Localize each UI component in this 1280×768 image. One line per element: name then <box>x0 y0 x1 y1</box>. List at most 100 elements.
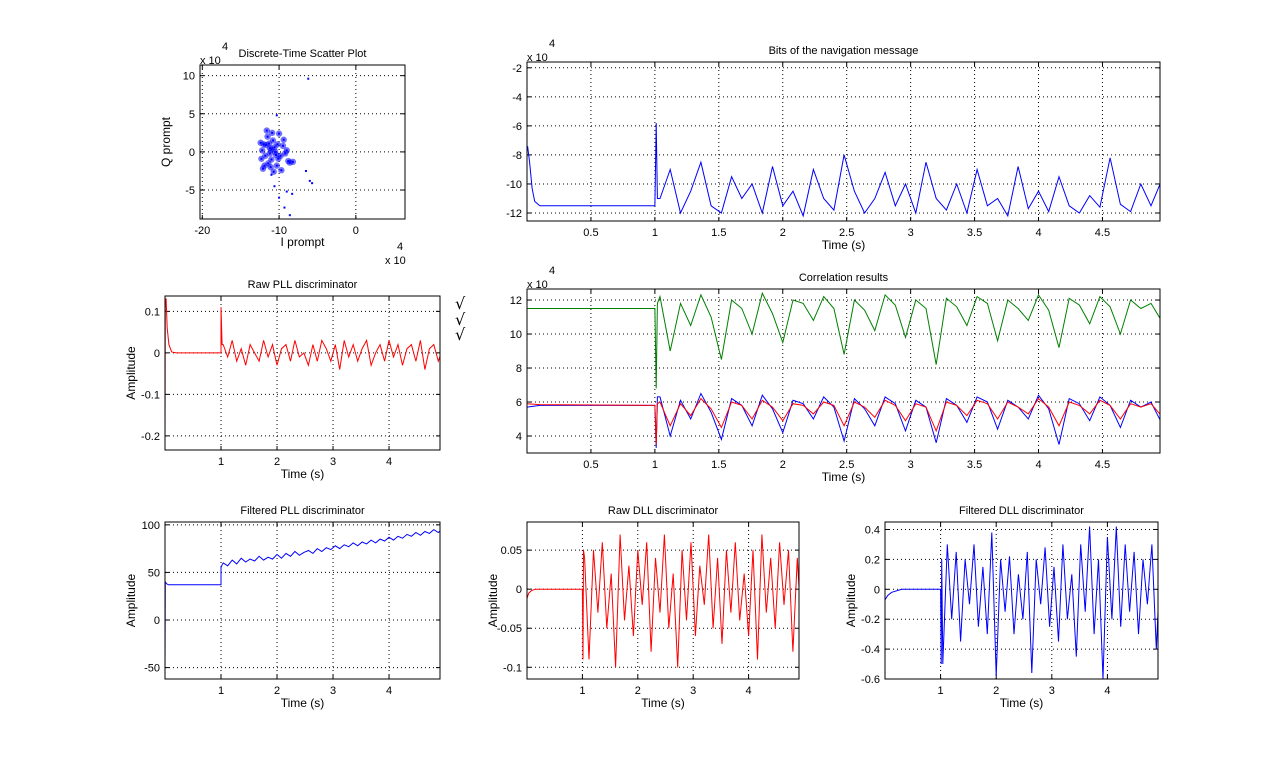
axes-filtered-dll: 1 2 3 4 -0.6 -0.4 -0.2 0 0.2 0.4 Filtered DLL disc… <box>844 505 1159 710</box>
y-tick-label: 0 <box>189 147 195 159</box>
x-axis-label: Time (s) <box>822 470 866 484</box>
y-axis-label: Amplitude <box>124 574 138 628</box>
scatter-point <box>293 220 295 222</box>
y-tick-label: -0.2 <box>141 431 160 443</box>
y-tick-label: -50 <box>144 663 160 675</box>
series-line-late <box>527 397 1160 445</box>
scatter-point <box>267 163 274 171</box>
plot-area <box>527 62 1160 221</box>
x-exponent-base: x 10 <box>385 255 406 267</box>
y-tick-label: 0.4 <box>865 524 880 536</box>
y-exponent-power: 4 <box>549 38 555 50</box>
scatter-point <box>268 129 276 137</box>
x-axis-label: I prompt <box>280 235 325 249</box>
x-tick-label: -10 <box>271 225 287 237</box>
axes-raw-dll: 1 2 3 4 -0.1 -0.05 0 0.05 Raw DLL discriminator T… <box>486 505 800 710</box>
y-axis-label: Q prompt <box>159 116 173 167</box>
y-tick-label: 0.1 <box>145 306 160 318</box>
scatter-point <box>278 196 281 199</box>
x-exponent-power: 4 <box>397 241 403 253</box>
y-tick-label: -8 <box>512 150 522 162</box>
series-line-prompt <box>527 291 1160 389</box>
axes-frame <box>199 64 406 220</box>
axes-bits: 0.5 1 1.5 2 2.5 3 3.5 4 4.5 -12 -10 -8 -6 -4 -2 Bits of… <box>506 38 1161 252</box>
axes-raw-pll: 1 2 3 4 -0.2 -0.1 0 0.1 Raw PLL discriminator Tim… <box>124 279 441 481</box>
y-tick-label: 10 <box>510 329 522 341</box>
x-tick-label: 3 <box>330 456 336 468</box>
x-tick-label: 4 <box>1035 227 1041 239</box>
x-tick-label: 0.5 <box>583 459 598 471</box>
y-tick-label: 0 <box>516 584 522 596</box>
legend-sqrt-icon-2: √ <box>455 310 466 329</box>
axes-frame <box>884 521 1159 680</box>
x-tick-label: 2 <box>780 459 786 471</box>
scatter-point <box>280 136 287 143</box>
y-tick-label: 50 <box>148 567 160 579</box>
x-tick-label: 2 <box>993 685 999 697</box>
scatter-point <box>259 165 267 172</box>
scatter-point <box>268 146 275 153</box>
plot-area <box>527 522 799 679</box>
y-tick-label: 10 <box>183 71 195 83</box>
legend-sqrt-icon-3: √ <box>455 325 466 344</box>
x-tick-label: 1 <box>218 685 224 697</box>
scatter-point <box>270 168 277 175</box>
y-tick-label: 8 <box>516 363 522 375</box>
x-axis-label: Time (s) <box>1000 696 1044 710</box>
x-tick-label: 4 <box>386 685 392 697</box>
series-line-filtered-PLL <box>165 528 440 673</box>
scatter-point <box>279 142 287 150</box>
y-tick-label: -0.05 <box>497 623 522 635</box>
x-tick-label: 3.5 <box>967 227 982 239</box>
y-tick-label: -0.6 <box>861 674 880 686</box>
axes-correlation: 0.5 1 1.5 2 2.5 3 3.5 4 4.5 4 6 8 10 12 Correlation re… <box>510 265 1161 484</box>
scatter-point <box>272 151 280 159</box>
x-tick-label: 3.5 <box>967 459 982 471</box>
scatter-point <box>288 214 291 217</box>
x-tick-label: 3 <box>908 227 914 239</box>
x-tick-label: 1.5 <box>711 459 726 471</box>
x-tick-label: 2 <box>635 685 641 697</box>
scatter-point <box>304 169 307 172</box>
x-tick-label: 1 <box>652 227 658 239</box>
scatter-point <box>278 167 285 174</box>
x-tick-label: 3 <box>330 685 336 697</box>
y-exponent-base: x 10 <box>527 52 548 64</box>
y-tick-label: -4 <box>512 92 522 104</box>
y-tick-label: 0.05 <box>501 545 522 557</box>
y-tick-label: 5 <box>189 109 195 121</box>
chart-title: Filtered PLL discriminator <box>240 505 365 517</box>
x-axis-label: Time (s) <box>822 238 866 252</box>
y-tick-label: -12 <box>506 208 522 220</box>
y-tick-label: 6 <box>516 397 522 409</box>
legend-sqrt-icon-1: √ <box>455 294 466 313</box>
x-tick-label: 1.5 <box>711 227 726 239</box>
scatter-point <box>273 185 276 188</box>
scatter-point <box>273 162 280 169</box>
y-axis-label: Amplitude <box>124 346 138 400</box>
series-prompt <box>257 77 314 222</box>
y-tick-label: -0.1 <box>503 662 522 674</box>
scatter-point <box>263 127 270 134</box>
y-tick-label: 0 <box>154 615 160 627</box>
series-line-raw-PLL <box>165 298 440 449</box>
y-tick-label: 0 <box>874 584 880 596</box>
chart-title: Bits of the navigation message <box>769 45 919 57</box>
y-tick-label: 0 <box>154 348 160 360</box>
x-tick-label: 2 <box>274 685 280 697</box>
x-tick-label: 1 <box>218 456 224 468</box>
axes-scatter: -20 -10 0 -5 0 5 10 Discrete-Time Scatter Plot I… <box>159 41 406 267</box>
scatter-point <box>307 77 310 80</box>
chart-title: Raw PLL discriminator <box>248 279 358 291</box>
x-tick-label: 4 <box>1104 685 1110 697</box>
y-tick-label: 4 <box>516 431 522 443</box>
x-axis-label: Time (s) <box>281 696 325 710</box>
scatter-point <box>262 141 270 149</box>
x-tick-label: 4.5 <box>1095 227 1110 239</box>
axes-frame <box>164 521 441 680</box>
scatter-point <box>291 192 294 195</box>
plot-area <box>200 65 405 219</box>
x-tick-label: 1 <box>652 459 658 471</box>
x-tick-label: 3 <box>690 685 696 697</box>
